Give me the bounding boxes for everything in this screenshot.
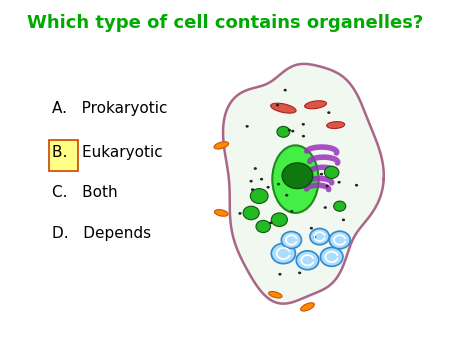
Text: B.   Eukaryotic: B. Eukaryotic [52, 145, 163, 160]
Circle shape [243, 206, 259, 220]
Circle shape [320, 247, 343, 266]
Circle shape [269, 221, 272, 224]
Circle shape [266, 186, 270, 189]
Circle shape [238, 212, 242, 215]
Circle shape [284, 89, 287, 92]
Circle shape [256, 220, 270, 233]
Circle shape [290, 210, 293, 213]
FancyBboxPatch shape [49, 140, 78, 171]
Circle shape [281, 232, 302, 248]
Circle shape [324, 166, 339, 178]
Circle shape [277, 126, 290, 137]
Ellipse shape [214, 210, 228, 216]
Circle shape [288, 129, 291, 131]
Ellipse shape [301, 303, 315, 311]
Circle shape [277, 183, 280, 186]
Circle shape [260, 178, 263, 180]
Circle shape [334, 201, 346, 211]
Circle shape [296, 251, 319, 270]
Circle shape [291, 130, 294, 132]
Circle shape [271, 213, 288, 226]
Ellipse shape [269, 291, 282, 298]
Polygon shape [223, 64, 384, 304]
Circle shape [302, 123, 305, 126]
Circle shape [251, 188, 254, 191]
Circle shape [342, 219, 345, 221]
Circle shape [310, 227, 313, 230]
Circle shape [276, 104, 279, 106]
Circle shape [302, 135, 305, 138]
Circle shape [355, 184, 358, 187]
Text: D.   Depends: D. Depends [52, 226, 151, 241]
Circle shape [320, 173, 323, 175]
Circle shape [254, 167, 257, 170]
Circle shape [324, 206, 327, 209]
Circle shape [249, 180, 253, 183]
Circle shape [327, 111, 330, 114]
Circle shape [329, 231, 350, 249]
Circle shape [298, 271, 301, 274]
Circle shape [271, 243, 296, 264]
Circle shape [338, 181, 341, 184]
Ellipse shape [305, 101, 327, 109]
Circle shape [250, 189, 268, 203]
Ellipse shape [327, 122, 345, 128]
Ellipse shape [270, 103, 296, 113]
Circle shape [313, 236, 316, 239]
Ellipse shape [214, 142, 229, 149]
Circle shape [285, 194, 288, 197]
Circle shape [325, 185, 329, 188]
Text: C.   Both: C. Both [52, 185, 117, 200]
Circle shape [246, 125, 249, 128]
Circle shape [282, 163, 313, 189]
Circle shape [310, 228, 329, 245]
Text: A.   Prokaryotic: A. Prokaryotic [52, 101, 167, 116]
Text: Which type of cell contains organelles?: Which type of cell contains organelles? [27, 14, 423, 31]
Ellipse shape [272, 145, 319, 213]
Circle shape [279, 273, 282, 275]
